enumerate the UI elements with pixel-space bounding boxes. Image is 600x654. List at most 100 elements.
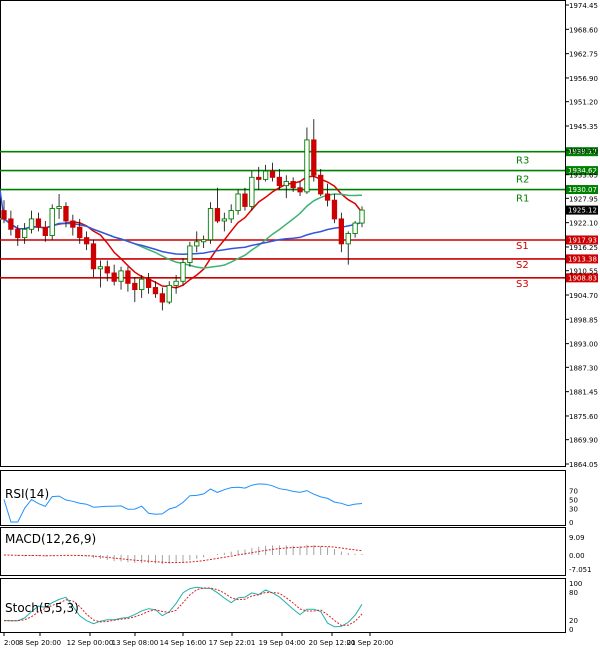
candle-down [63,205,69,222]
candle-down [125,270,131,284]
time-tick-label: 13 Sep 08:00 [112,639,159,647]
candle-down [269,170,276,178]
candle-up [187,245,193,264]
price-tick-label: 1945.35 [569,123,598,131]
time-tick-label: 2:00 [4,639,20,647]
time-tick-label: 17 Sep 22:01 [209,639,256,647]
stoch-d-line [3,587,363,626]
time-tick-label: 20 Sep 12:00 [309,639,356,647]
candle-down [318,174,324,195]
candle-up [283,181,289,187]
candle-down [290,181,296,189]
candle-up [28,218,35,230]
stoch-level-label: 20 [569,617,578,625]
macd-title: MACD(12,26,9) [5,532,97,546]
price-axis: 1974.45 1968.60 1962.75 1956.90 1951.20 1945.… [565,2,598,469]
candle-down [331,199,338,220]
candle-down [338,218,344,245]
price-tick-label: 1922.10 [569,220,598,228]
stoch-level-label: 100 [569,580,582,588]
stoch-level-label: 0 [569,626,573,634]
indicator-frame [0,470,566,526]
pivot-value-label: 1939.17 [568,148,597,156]
candle-down [35,218,42,228]
price-tick-label: 1968.60 [569,26,598,34]
rsi-title: RSI(14) [5,487,50,501]
price-tick-label: 1893.00 [569,341,598,349]
indicator-frame [0,527,566,576]
pivot-name-r2: R2 [516,175,529,186]
candle-down [324,193,331,201]
time-tick-label: 21 Sep 20:00 [347,639,394,647]
indicator-frame [0,578,566,633]
candle-down [152,287,159,295]
candle-down [1,210,7,220]
price-tick-label: 1910.55 [569,268,598,276]
price-tick-label: 1898.85 [569,316,598,324]
pivot-name-r3: R3 [516,156,529,167]
candle-up [345,233,351,245]
moving-averages [0,175,363,289]
candle-down [242,193,248,207]
pivot-name-s3: S3 [516,279,529,290]
candle-up [359,209,365,224]
current-price-label: 1925.12 [568,207,597,215]
pivot-value-box [566,166,598,176]
pivot-name-r1: R1 [516,194,529,205]
candle-down [77,226,83,239]
price-tick-label: 1956.90 [569,75,598,83]
rsi-level-label: 0 [569,519,573,527]
candle-up [235,193,241,212]
candle-down [214,208,221,222]
current-price-box [566,205,598,215]
candle-down [83,237,90,245]
candle-down [90,243,97,270]
time-tick-label: 8 Sep 20:00 [19,639,61,647]
macd-level-label: -7.051 [569,566,592,574]
pivot-value-label: 1934.62 [568,167,597,175]
pivot-value-box [566,254,598,264]
candlesticks [1,119,365,311]
pivot-name-s2: S2 [516,260,529,271]
candle-up [166,284,172,303]
pivot-name-s1: S1 [516,241,529,252]
candle-up [194,241,200,247]
candle-down [311,139,317,176]
macd-level-label: 9.09 [569,534,585,542]
rsi-level-label: 70 [569,488,578,496]
candle-up [173,280,179,286]
candle-up [139,278,145,291]
stoch-level-label: 80 [569,589,578,597]
price-tick-label: 1933.65 [569,172,598,180]
ma-slow-line [0,189,363,256]
candle-up [22,228,28,239]
candle-down [111,272,117,282]
candle-down [276,176,283,187]
stoch-title: Stoch(5,5,3) [5,601,79,615]
price-tick-label: 1864.05 [569,461,598,469]
pivot-value-label: 1917.93 [568,236,597,244]
candle-up [352,222,358,234]
stoch-k-line [3,586,363,628]
rsi-level-label: 30 [569,506,578,514]
time-tick-label: 19 Sep 04:00 [259,639,306,647]
panel-frames [0,0,566,633]
candle-down [42,226,48,236]
candle-up [56,205,62,209]
candle-down [159,293,165,303]
price-tick-label: 1875.60 [569,413,598,421]
candle-down [297,187,303,193]
price-tick-label: 1962.75 [569,51,598,59]
candle-up [180,262,186,282]
candle-up [262,170,269,180]
pivot-value-box [566,185,598,195]
price-tick-label: 1974.45 [569,2,598,10]
pivot-value-box [566,235,598,245]
time-tick-label: 14 Sep 16:00 [160,639,207,647]
candle-up [118,270,124,282]
candle-down [104,266,110,274]
candle-down [70,220,76,228]
